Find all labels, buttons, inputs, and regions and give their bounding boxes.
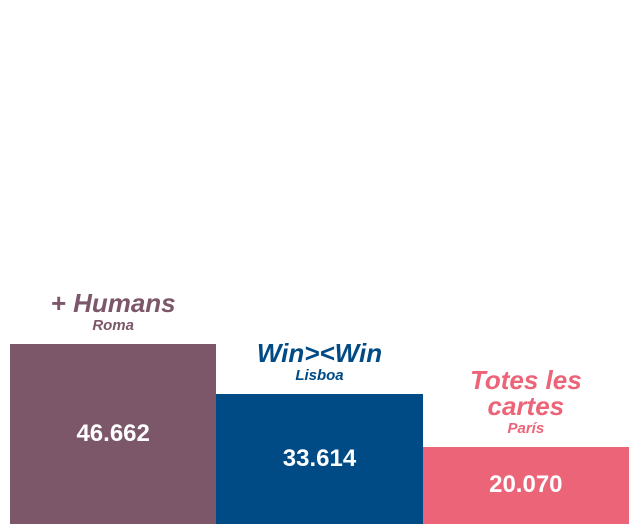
value-label: 46.662 [76, 420, 150, 447]
bar: 33.614 [216, 394, 423, 524]
bar-group: 20.070 Totes les cartes París [422, 0, 629, 524]
bar-group: 33.614 Win><Win Lisboa [216, 0, 423, 524]
label-block: Totes les cartes París [423, 367, 629, 439]
category-label: + Humans [50, 288, 176, 318]
location-label: París [507, 419, 545, 437]
location-label: Roma [92, 317, 134, 334]
label-block: + Humans Roma [10, 290, 216, 336]
label-block: Win><Win Lisboa [216, 340, 422, 386]
chart: 46.662 + Humans Roma 33.614 Win><Win Lisboa 20… [10, 0, 629, 524]
location-label: Lisboa [295, 367, 344, 385]
bar: 20.070 [422, 446, 629, 524]
value-label: 20.070 [489, 471, 563, 499]
category-label: Win><Win [256, 338, 383, 369]
value-label: 33.614 [282, 445, 357, 473]
bar-group: 46.662 + Humans Roma [10, 0, 217, 524]
bar: 46.662 [10, 344, 217, 524]
category-label: Totes les cartes [469, 364, 582, 421]
